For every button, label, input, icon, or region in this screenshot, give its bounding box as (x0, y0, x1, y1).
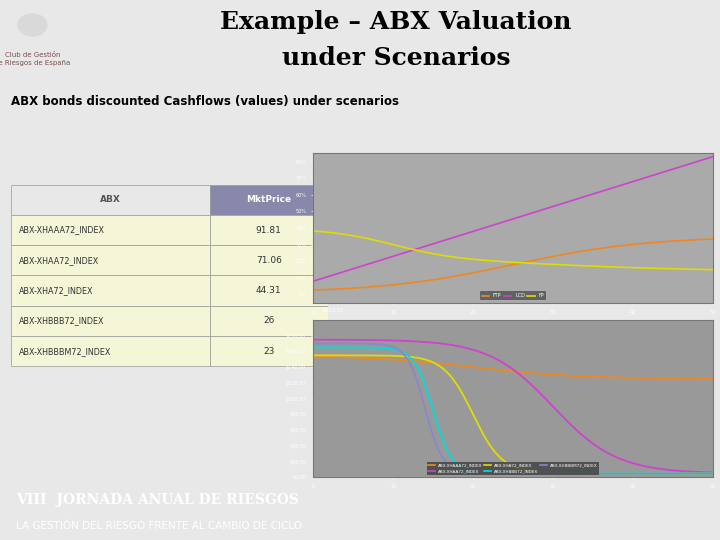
Text: ABX bonds discounted Cashflows (values) under scenarios: ABX bonds discounted Cashflows (values) … (11, 94, 399, 108)
Text: MktPrice: MktPrice (246, 195, 291, 204)
FancyBboxPatch shape (210, 185, 328, 215)
FancyBboxPatch shape (210, 275, 328, 306)
Text: 71.06: 71.06 (256, 256, 282, 265)
FancyBboxPatch shape (210, 336, 328, 366)
FancyBboxPatch shape (210, 245, 328, 275)
Text: ABX-XHBBB72_INDEX: ABX-XHBBB72_INDEX (19, 316, 104, 326)
Text: ABX: ABX (100, 195, 121, 204)
FancyBboxPatch shape (11, 275, 210, 306)
Text: ABX-XHA72_INDEX: ABX-XHA72_INDEX (19, 286, 93, 295)
Ellipse shape (17, 14, 48, 37)
Text: 23: 23 (263, 347, 274, 356)
Text: $120.50: $120.50 (321, 308, 344, 313)
Legend: ABX-XHAAA72_INDEX, ABX-XHAA72_INDEX, ABX-XHA72_INDEX, ABX-XHBBB72_INDEX, ABX-XHB: ABX-XHAAA72_INDEX, ABX-XHAA72_INDEX, ABX… (427, 462, 599, 475)
FancyBboxPatch shape (11, 336, 210, 366)
Text: LA GESTIÓN DEL RIESGO FRENTE AL CAMBIO DE CICLO: LA GESTIÓN DEL RIESGO FRENTE AL CAMBIO D… (16, 521, 302, 531)
FancyBboxPatch shape (11, 245, 210, 275)
Text: 44.31: 44.31 (256, 286, 282, 295)
FancyBboxPatch shape (210, 215, 328, 245)
Text: VIII  JORNADA ANUAL DE RIESGOS: VIII JORNADA ANUAL DE RIESGOS (16, 494, 299, 507)
FancyBboxPatch shape (11, 306, 210, 336)
Text: under Scenarios: under Scenarios (282, 46, 510, 70)
Text: ABX-XHAA72_INDEX: ABX-XHAA72_INDEX (19, 256, 99, 265)
Legend: FTP, LCD, FP: FTP, LCD, FP (480, 292, 546, 300)
Text: 26: 26 (263, 316, 274, 326)
Text: 91.81: 91.81 (256, 226, 282, 234)
FancyBboxPatch shape (11, 215, 210, 245)
FancyBboxPatch shape (210, 306, 328, 336)
Text: ABX-XHBBBM72_INDEX: ABX-XHBBBM72_INDEX (19, 347, 111, 356)
Text: Club de Gestión
de Riesgos de España: Club de Gestión de Riesgos de España (0, 52, 71, 66)
Text: Example – ABX Valuation: Example – ABX Valuation (220, 10, 572, 34)
Text: ABX-XHAAA72_INDEX: ABX-XHAAA72_INDEX (19, 226, 104, 234)
